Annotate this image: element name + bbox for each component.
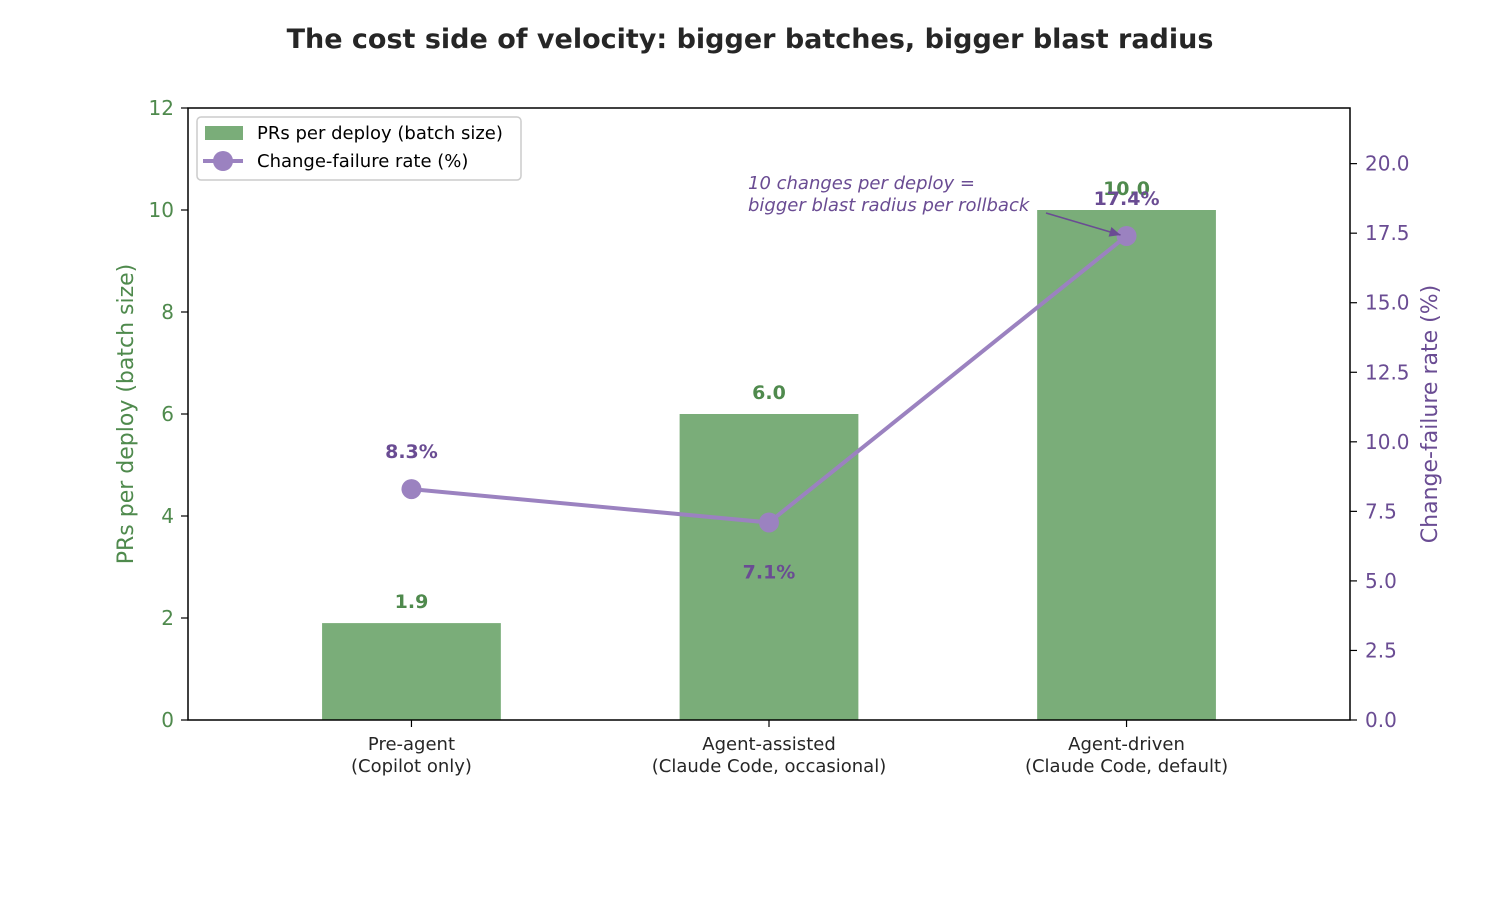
- bar-0: [322, 623, 501, 720]
- line-point-1: [759, 512, 779, 533]
- right-axis: 0.0 2.5 5.0 7.5 10.0 12.5 15.0 17.5 20.0: [1350, 152, 1410, 732]
- y-tick-label: 0: [161, 708, 174, 732]
- left-axis: 0 2 4 6 8 10 12: [149, 96, 188, 732]
- annotation-text: 10 changes per deploy = bigger blast radi…: [748, 173, 1031, 216]
- bar-2: [1037, 210, 1216, 720]
- line-point-2: [1116, 225, 1137, 246]
- annotation-arrow: [1045, 212, 1121, 236]
- y-tick-label: 4: [161, 504, 174, 528]
- y2-tick-label: 7.5: [1365, 499, 1397, 523]
- x-tick-label-line: (Copilot only): [351, 756, 472, 777]
- labels-layer: 1.9 6.0 10.0 8.3% 7.1% 17.4%: [385, 178, 1159, 613]
- x-tick-label-line: (Claude Code, default): [1025, 756, 1228, 777]
- y-tick-label: 2: [161, 606, 174, 630]
- y2-tick-label: 12.5: [1365, 360, 1410, 384]
- legend-bar-swatch: [205, 126, 243, 140]
- chart-title: The cost side of velocity: bigger batche…: [287, 24, 1214, 55]
- annotation-text-line: 10 changes per deploy =: [748, 173, 975, 194]
- y-tick-label: 10: [149, 198, 174, 222]
- annotation-text-line: bigger blast radius per rollback: [748, 195, 1031, 216]
- x-tick-label-line: Pre-agent: [368, 734, 455, 755]
- x-tick-label: Agent-driven (Claude Code, default): [1025, 734, 1228, 777]
- legend-line-marker: [213, 151, 233, 171]
- line-value-label: 8.3%: [385, 441, 438, 463]
- y2-tick-label: 5.0: [1365, 569, 1397, 593]
- legend: PRs per deploy (batch size) Change-failu…: [196, 116, 522, 181]
- x-tick-label: Agent-assisted (Claude Code, occasional): [652, 734, 886, 777]
- x-tick-label-line: Agent-assisted: [702, 734, 836, 755]
- bar-value-label: 6.0: [752, 382, 786, 404]
- bars-layer: [322, 210, 1216, 720]
- line-value-label: 7.1%: [743, 561, 796, 583]
- legend-frame: [196, 116, 522, 181]
- x-axis: Pre-agent (Copilot only)Agent-assisted (Cl…: [351, 720, 1228, 777]
- y2-tick-label: 15.0: [1365, 291, 1410, 315]
- annotation-arrowhead: [1108, 227, 1121, 237]
- y-tick-label: 12: [149, 96, 174, 120]
- y-axis-title: PRs per deploy (batch size): [114, 264, 139, 565]
- line-layer: [401, 225, 1137, 533]
- y2-tick-label: 0.0: [1365, 708, 1397, 732]
- x-tick-label: Pre-agent (Copilot only): [351, 734, 472, 777]
- y2-tick-label: 10.0: [1365, 430, 1410, 454]
- x-tick-label-line: (Claude Code, occasional): [652, 756, 886, 777]
- y2-tick-label: 20.0: [1365, 152, 1410, 176]
- annotation: 10 changes per deploy = bigger blast radi…: [748, 173, 1121, 237]
- y-tick-label: 8: [161, 300, 174, 324]
- bar-1: [679, 414, 859, 720]
- bar-value-label: 10.0: [1103, 178, 1150, 200]
- y2-axis-title: Change-failure rate (%): [1418, 285, 1443, 543]
- bar-value-label: 1.9: [395, 591, 429, 613]
- x-tick-label-line: Agent-driven: [1068, 734, 1185, 755]
- y2-tick-label: 2.5: [1365, 638, 1397, 662]
- line-point-0: [401, 479, 422, 500]
- legend-label-bars: PRs per deploy (batch size): [257, 123, 503, 144]
- y2-tick-label: 17.5: [1365, 221, 1410, 245]
- line-value-label: 17.4%: [1094, 188, 1160, 210]
- legend-label-line: Change-failure rate (%): [257, 151, 468, 172]
- y-tick-label: 6: [161, 402, 174, 426]
